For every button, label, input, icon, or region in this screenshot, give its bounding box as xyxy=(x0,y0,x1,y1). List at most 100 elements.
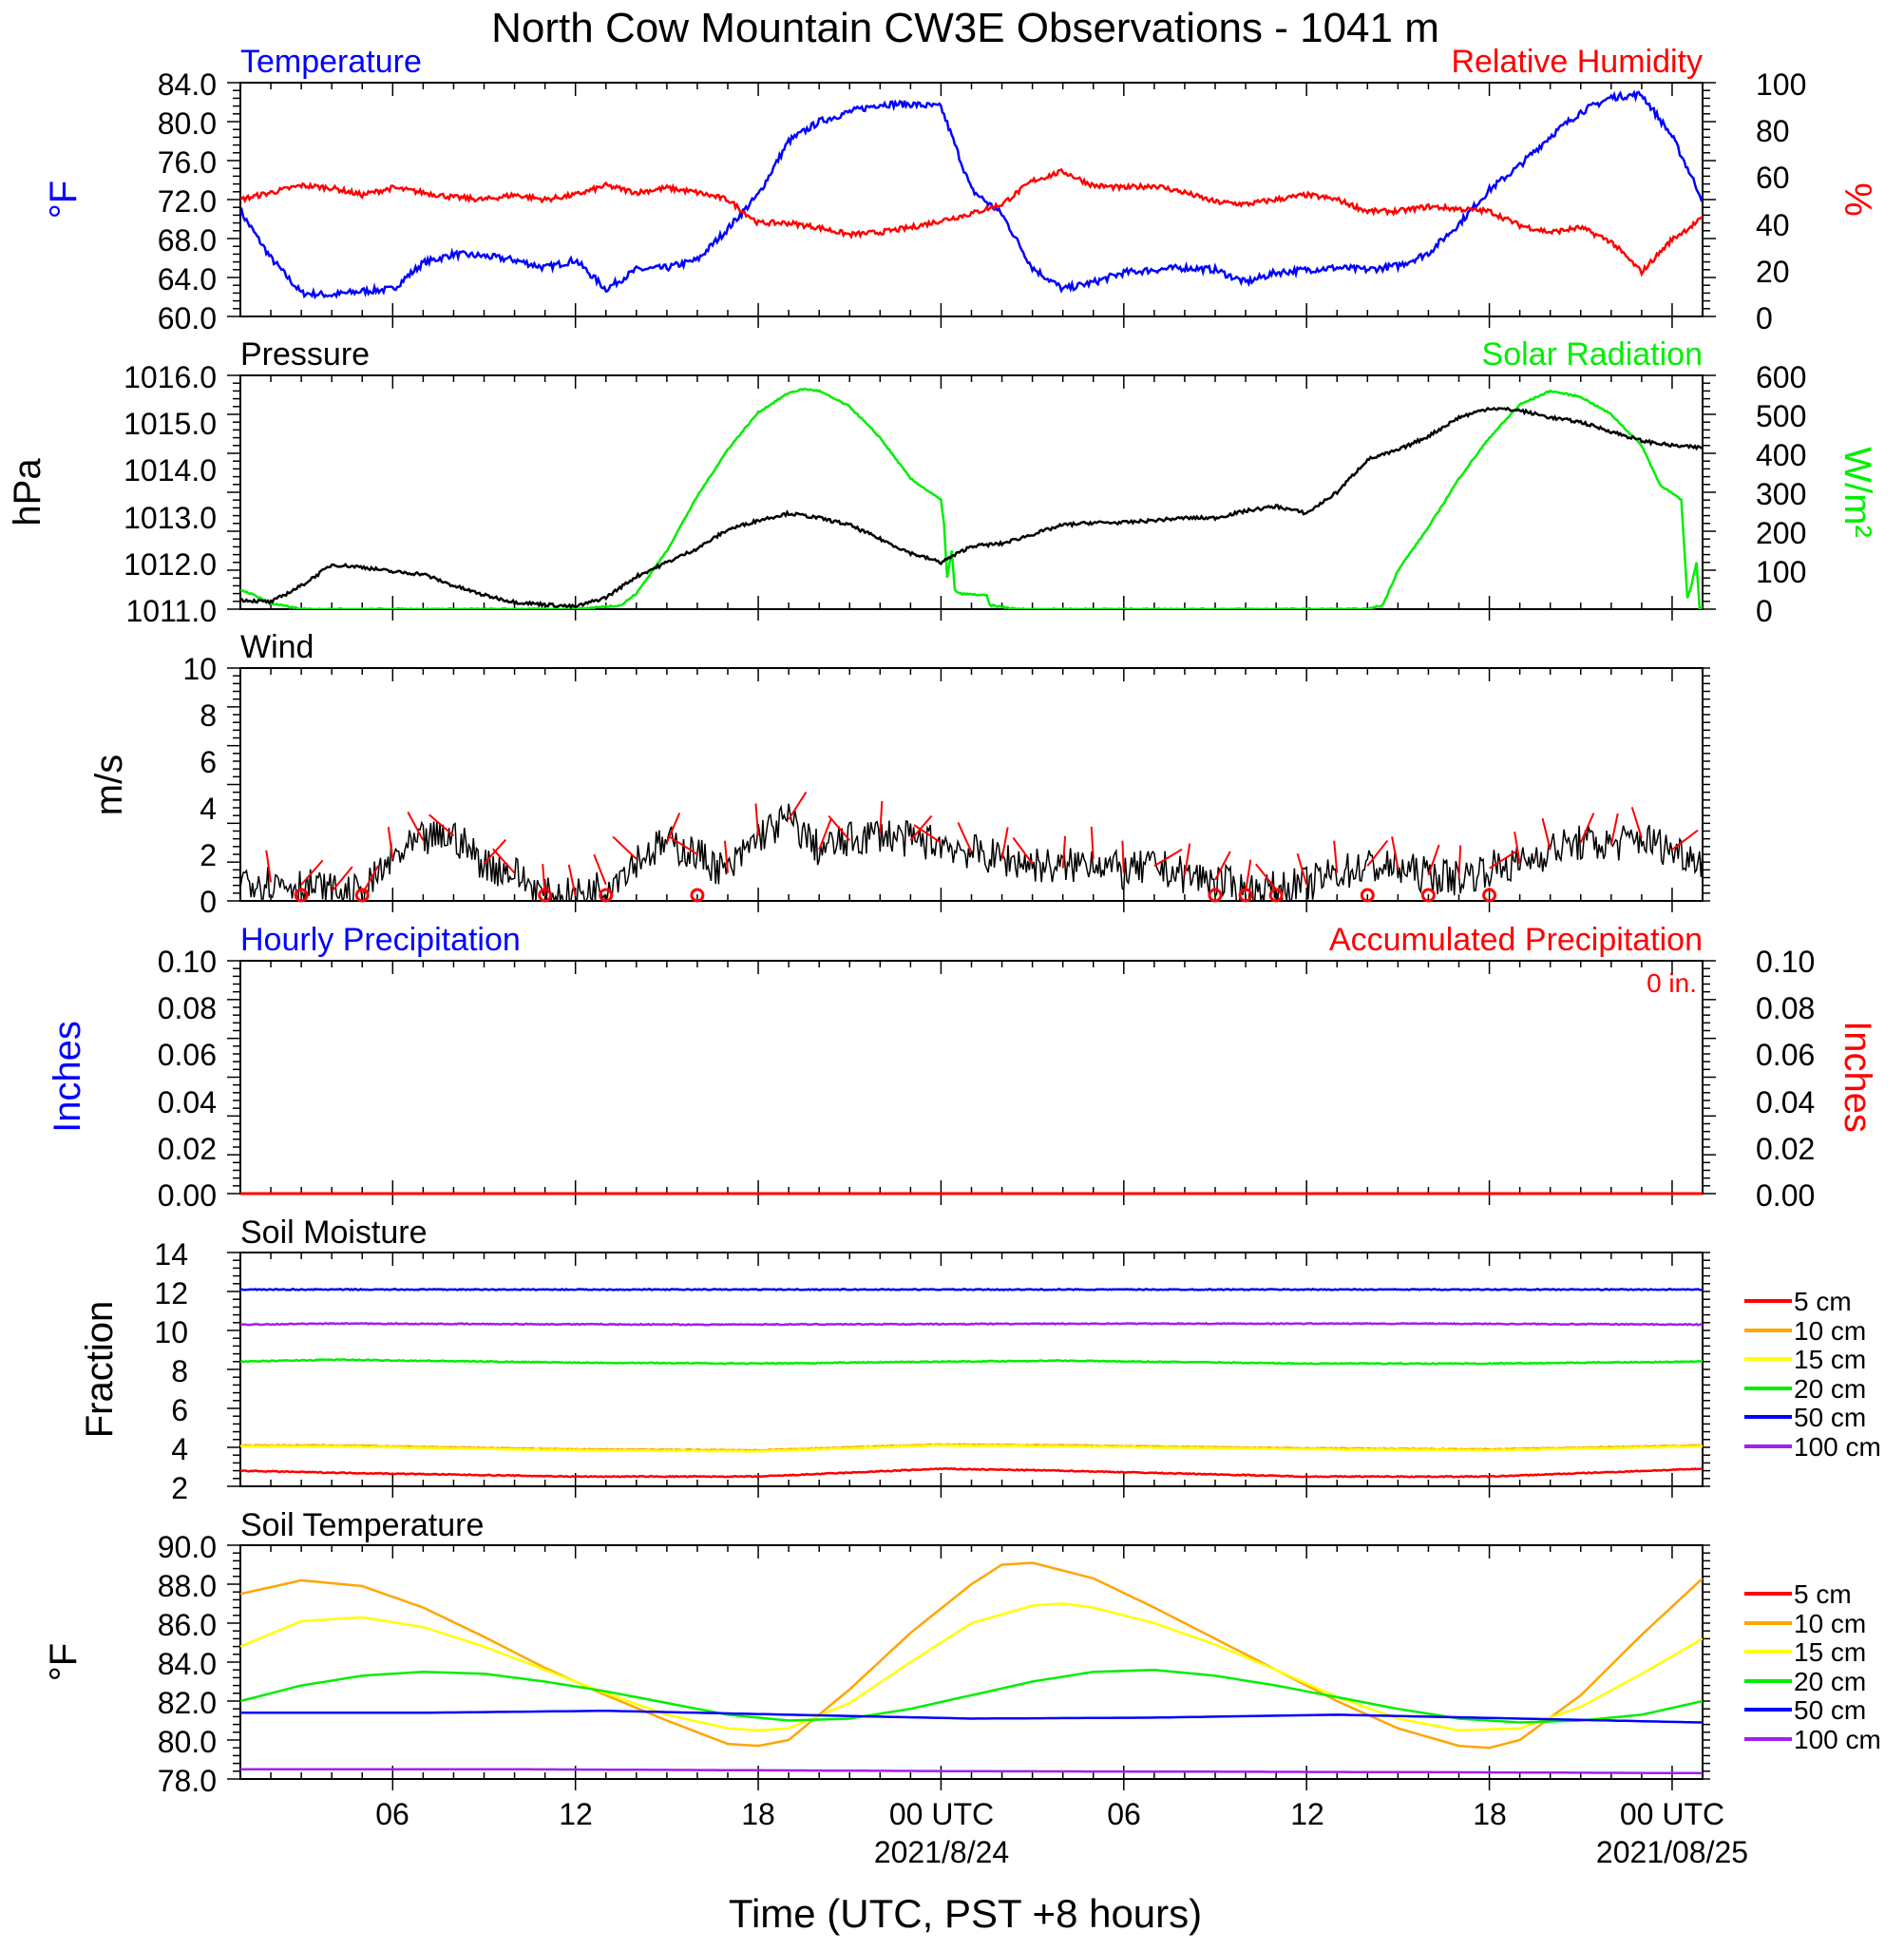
soil-temp-panel-frame xyxy=(239,1544,1704,1780)
solar-unit-label: W/m² xyxy=(1837,447,1878,538)
calm-wind-marker xyxy=(354,888,370,903)
y-tick-label: 0.10 xyxy=(1756,945,1815,979)
wind-barb xyxy=(1427,844,1440,876)
wind-barb xyxy=(1630,807,1643,839)
x-date-label: 2021/8/24 xyxy=(874,1835,1009,1869)
calm-wind-marker xyxy=(538,888,553,903)
y-tick-label: 0.10 xyxy=(158,945,217,979)
wind-barb xyxy=(1245,859,1252,892)
wind-barb xyxy=(300,859,324,886)
y-tick-label: 10 xyxy=(182,652,217,686)
y-tick-label: 0.04 xyxy=(158,1085,217,1119)
y-tick-label: 20 xyxy=(1756,255,1790,289)
humidity-unit-label: % xyxy=(1837,182,1878,217)
y-tick-label: 600 xyxy=(1756,360,1806,394)
wind-barb xyxy=(1296,852,1308,886)
precip-panel-frame xyxy=(239,960,1704,1195)
y-tick-label: 1014.0 xyxy=(124,453,217,488)
x-tick-label: 06 xyxy=(1107,1797,1141,1831)
series-line-solar-radiation xyxy=(240,387,1703,609)
series-line-100-cm xyxy=(240,1768,1703,1775)
calm-wind-marker xyxy=(294,888,309,903)
soil-moisture-legend: 5 cm 10 cm 15 cm 20 cm 50 cm 100 cm xyxy=(1744,1287,1881,1462)
plot-layer xyxy=(227,82,1716,1790)
calm-wind-marker xyxy=(1268,888,1284,903)
wind-barb xyxy=(1090,826,1095,859)
soil-moisture-y-ticks: 14 12 10 8 6 4 2 xyxy=(154,1237,188,1505)
y-tick-label: 86.0 xyxy=(158,1608,217,1642)
y-tick-label: 0 xyxy=(1756,594,1773,628)
y-tick-label: 60 xyxy=(1756,161,1790,195)
legend-label: 100 cm xyxy=(1794,1432,1881,1462)
calm-wind-marker xyxy=(1482,888,1497,903)
panel-precipitation: Hourly Precipitation Accumulated Precipi… xyxy=(47,922,1878,1213)
wind-barb xyxy=(331,866,353,892)
series-line-temperature xyxy=(240,89,1703,300)
soil-temperature-title: Soil Temperature xyxy=(240,1507,484,1543)
series-line-20-cm xyxy=(240,1668,1703,1724)
soil-temperature-legend: 5 cm 10 cm 15 cm 20 cm 50 cm 100 cm xyxy=(1744,1579,1881,1754)
wind-barb xyxy=(1489,850,1517,870)
wind-barb xyxy=(723,840,729,873)
y-tick-label: 300 xyxy=(1756,477,1806,511)
y-tick-label: 14 xyxy=(154,1237,188,1272)
x-tick-label: 06 xyxy=(375,1797,409,1831)
accum-precip-y-ticks: 0.10 0.08 0.06 0.04 0.02 0.00 xyxy=(1756,945,1815,1213)
y-tick-label: 0.04 xyxy=(1756,1085,1815,1119)
wind-barb xyxy=(957,822,973,852)
chart-title: North Cow Mountain CW3E Observations - 1… xyxy=(491,5,1439,51)
calm-wind-marker xyxy=(1208,888,1223,903)
panel-soil-moisture: Soil Moisture 14 12 10 8 6 4 2 Fraction … xyxy=(79,1215,1881,1505)
y-tick-label: 12 xyxy=(154,1276,188,1310)
calm-wind-marker xyxy=(1238,888,1253,903)
panel-temperature-humidity: Temperature Relative Humidity 84.0 80.0 … xyxy=(43,44,1878,335)
wind-barb xyxy=(593,853,607,886)
x-axis: 06 12 18 00 UTC 06 12 18 00 UTC 2021/8/2… xyxy=(375,1797,1748,1936)
x-tick-label: 00 UTC xyxy=(1620,1797,1724,1831)
x-axis-label: Time (UTC, PST +8 hours) xyxy=(729,1891,1202,1936)
series-line-wind-speed xyxy=(240,803,1703,901)
wind-barb xyxy=(265,850,273,883)
soil-moisture-title: Soil Moisture xyxy=(240,1215,428,1251)
series-line-15-cm xyxy=(240,1444,1703,1453)
legend-label: 10 cm xyxy=(1794,1316,1866,1346)
y-tick-label: 100 xyxy=(1756,67,1806,102)
y-tick-label: 40 xyxy=(1756,208,1790,242)
calm-wind-marker xyxy=(599,888,614,903)
wind-barb xyxy=(1514,832,1521,864)
wind-barb xyxy=(913,824,942,844)
y-tick-label: 60.0 xyxy=(158,301,217,335)
pressure-y-ticks: 1016.0 1015.0 1014.0 1013.0 1012.0 1011.… xyxy=(124,360,217,628)
legend-label: 10 cm xyxy=(1794,1609,1866,1638)
y-tick-label: 0.00 xyxy=(158,1178,217,1213)
wind-barb xyxy=(665,813,681,844)
y-tick-label: 80 xyxy=(1756,114,1790,148)
solar-y-ticks: 600 500 400 300 200 100 0 xyxy=(1756,360,1806,628)
pressure-unit-label: hPa xyxy=(7,458,48,526)
accum-precip-unit-label: Inches xyxy=(1837,1021,1878,1133)
soil-temperature-y-ticks: 90.0 88.0 86.0 84.0 82.0 80.0 78.0 xyxy=(158,1530,217,1798)
wind-y-ticks: 10 8 6 4 2 0 xyxy=(182,652,217,919)
y-tick-label: 4 xyxy=(200,792,217,826)
y-tick-label: 84.0 xyxy=(158,67,217,102)
accum-precip-title: Accumulated Precipitation xyxy=(1329,922,1703,958)
calm-wind-marker xyxy=(690,888,705,903)
y-tick-label: 90.0 xyxy=(158,1530,217,1564)
y-tick-label: 1016.0 xyxy=(124,360,217,394)
temperature-y-ticks: 84.0 80.0 76.0 72.0 68.0 64.0 60.0 xyxy=(158,67,217,335)
series-line-15-cm xyxy=(240,1602,1703,1732)
y-tick-label: 400 xyxy=(1756,438,1806,472)
series-line-relative-humidity xyxy=(240,167,1703,277)
series-line-50-cm xyxy=(240,1710,1703,1724)
panel-pressure-solar: Pressure Solar Radiation 1016.0 1015.0 1… xyxy=(7,336,1878,628)
y-tick-label: 1012.0 xyxy=(124,547,217,582)
y-tick-label: 0.02 xyxy=(158,1132,217,1166)
wind-barb xyxy=(818,819,832,851)
wind-barb xyxy=(428,813,455,837)
wind-barb xyxy=(407,811,425,841)
y-tick-label: 0.06 xyxy=(1756,1038,1815,1072)
wind-barb xyxy=(1255,863,1277,890)
x-tick-label: 18 xyxy=(741,1797,775,1831)
series-line-pressure xyxy=(240,406,1703,609)
x-tick-label: 18 xyxy=(1473,1797,1507,1831)
